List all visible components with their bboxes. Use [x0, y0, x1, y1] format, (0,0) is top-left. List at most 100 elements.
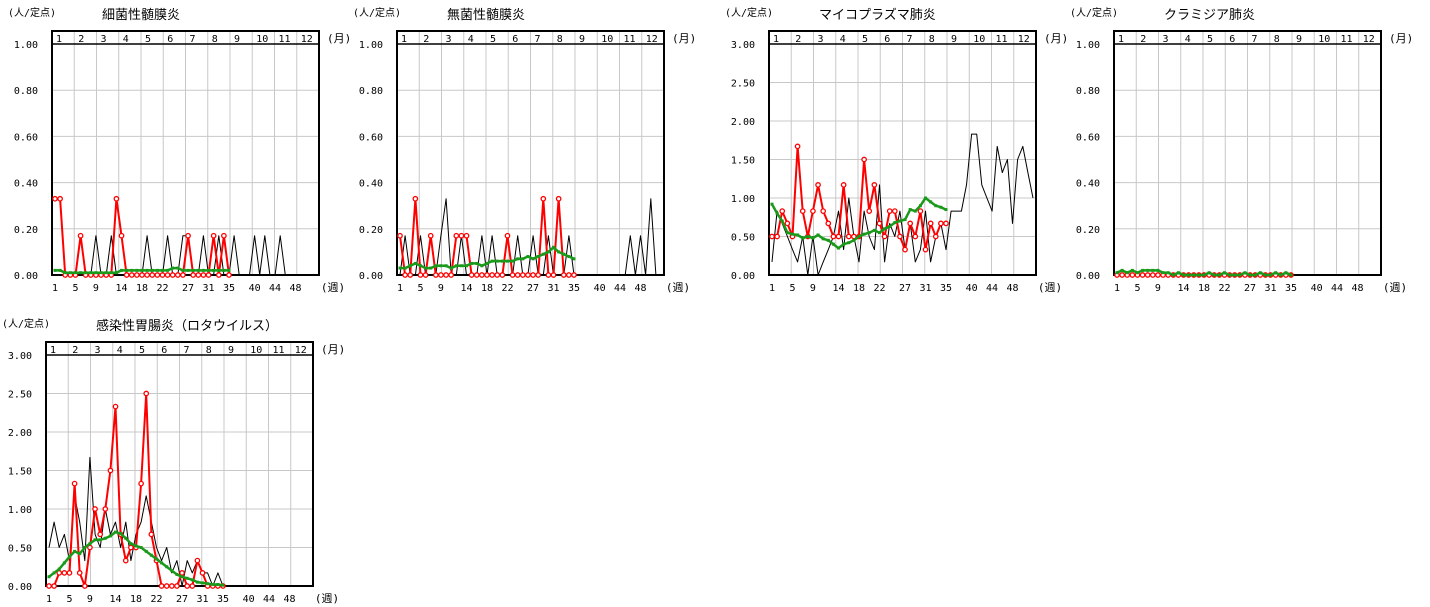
data-point: [1243, 271, 1247, 275]
unit-label: (人/定点): [1070, 6, 1118, 19]
data-point: [195, 272, 202, 278]
data-point: [552, 245, 556, 249]
x-tick-label: 44: [263, 594, 275, 605]
x-tick-label: 48: [635, 283, 647, 294]
data-point: [867, 231, 871, 235]
data-point: [408, 264, 412, 268]
month-label: 11: [1341, 34, 1353, 45]
y-tick-label: 1.00: [731, 194, 755, 205]
y-tick-label: 0.00: [14, 271, 38, 282]
x-tick-label: 9: [87, 594, 93, 605]
data-point: [88, 542, 92, 546]
data-point: [842, 242, 846, 246]
month-label: 1: [1118, 34, 1124, 45]
x-tick-label: 9: [438, 283, 444, 294]
month-label: 4: [1185, 34, 1191, 45]
data-point: [463, 232, 470, 239]
data-point: [1284, 271, 1288, 275]
month-label: 12: [646, 34, 658, 45]
data-point: [876, 220, 883, 227]
data-point: [1182, 273, 1186, 277]
data-point: [883, 227, 887, 231]
data-point: [403, 266, 407, 270]
data-point: [134, 544, 138, 548]
month-label: 10: [1318, 34, 1330, 45]
plot-frame: [768, 30, 1037, 276]
data-point: [821, 237, 825, 241]
data-point: [130, 268, 134, 272]
data-point: [175, 572, 179, 576]
data-point: [1146, 268, 1150, 272]
data-point: [1238, 273, 1242, 277]
data-point: [468, 272, 475, 278]
data-point: [160, 561, 164, 565]
data-point: [825, 220, 832, 227]
data-point: [475, 261, 479, 265]
series-line-current-year: [49, 392, 223, 587]
data-point: [857, 235, 861, 238]
x-tick-label: 9: [810, 283, 816, 294]
data-point: [536, 255, 540, 259]
data-point: [61, 570, 68, 576]
data-point: [194, 557, 201, 564]
x-tick-label: 14: [1178, 283, 1190, 294]
x-tick-label: 40: [243, 594, 255, 605]
x-tick-label: 31: [548, 283, 560, 294]
data-point: [180, 272, 186, 278]
data-point: [109, 271, 113, 275]
data-point: [63, 271, 67, 275]
data-point: [1187, 273, 1191, 277]
month-label: 6: [161, 345, 167, 356]
data-point: [852, 238, 856, 242]
data-point: [872, 228, 876, 232]
data-point: [407, 272, 414, 278]
data-point: [417, 272, 424, 278]
data-point: [57, 195, 63, 202]
y-tick-label: 3.00: [8, 351, 32, 362]
data-point: [557, 250, 561, 254]
data-point: [1129, 272, 1136, 278]
data-point: [155, 268, 159, 272]
week-unit-label: (週): [321, 281, 345, 294]
data-point: [206, 582, 210, 586]
data-point: [1217, 273, 1221, 277]
data-point: [439, 264, 443, 268]
data-point: [837, 246, 841, 250]
data-point: [796, 233, 800, 237]
data-point: [1279, 273, 1283, 277]
data-point: [108, 534, 112, 538]
month-unit-label: (月): [327, 32, 351, 45]
month-label: 5: [1207, 34, 1213, 45]
data-point: [1222, 271, 1226, 275]
data-point: [174, 272, 181, 278]
week-unit-label: (週): [315, 592, 339, 605]
month-label: 6: [1229, 34, 1235, 45]
data-point: [73, 549, 77, 553]
data-point: [886, 208, 893, 214]
x-tick-label: 31: [197, 594, 209, 605]
data-point: [444, 264, 448, 268]
data-point: [51, 583, 57, 589]
data-point: [1139, 272, 1146, 278]
y-tick-label: 2.50: [731, 79, 755, 90]
month-label: 4: [468, 34, 474, 45]
month-label: 2: [795, 34, 801, 45]
data-point: [922, 246, 929, 253]
data-point: [138, 480, 144, 487]
month-label: 3: [446, 34, 452, 45]
data-point: [490, 259, 494, 263]
x-tick-label: 14: [116, 283, 128, 294]
data-point: [861, 156, 867, 163]
data-point: [201, 581, 205, 585]
data-point: [165, 565, 169, 569]
data-point: [871, 182, 878, 188]
data-point: [1156, 268, 1160, 272]
data-point: [143, 390, 150, 397]
data-point: [107, 467, 114, 474]
data-point: [114, 530, 118, 534]
data-point: [932, 233, 939, 240]
month-label: 6: [884, 34, 890, 45]
y-tick-label: 0.50: [8, 544, 32, 555]
data-point: [216, 582, 220, 586]
month-label: 8: [1274, 34, 1280, 45]
